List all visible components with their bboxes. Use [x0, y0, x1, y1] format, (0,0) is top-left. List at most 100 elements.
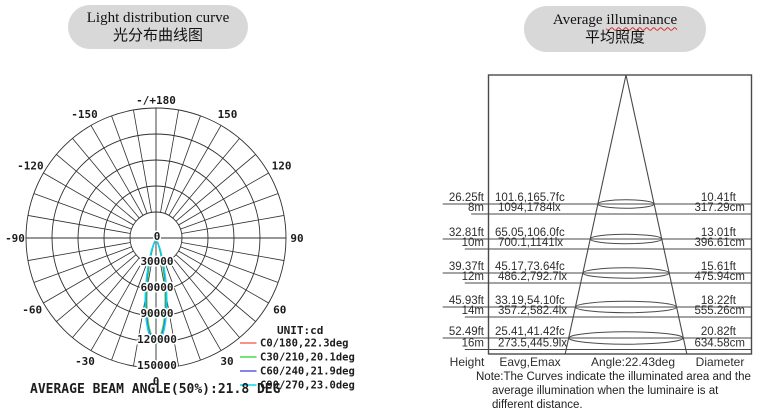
light-distribution-title-zh: 光分布曲线图	[112, 27, 203, 44]
polar-angle-label: -60	[22, 304, 42, 317]
polar-radial-label: 60000	[140, 281, 173, 294]
note-line-2: average illumination when the luminaire …	[492, 385, 719, 397]
polar-spoke	[133, 263, 152, 367]
polar-spoke	[133, 109, 152, 213]
row-eavg-emax-fc: 25.41,41.42fc	[495, 326, 565, 338]
legend-entry-label: C60/240,21.9deg	[260, 366, 355, 378]
average-illuminance-title-word1: Average	[552, 11, 603, 28]
row-eavg-emax-lx: 1094,1784lx	[498, 202, 561, 214]
polar-spoke	[72, 257, 140, 338]
polar-spoke	[90, 260, 144, 351]
average-illuminance-title-pill: Average illuminance 平均照度	[524, 6, 706, 52]
illuminated-area-ellipse	[582, 267, 670, 279]
polar-spoke	[90, 125, 144, 216]
row-eavg-emax-fc: 33.19,54.10fc	[495, 295, 565, 307]
polar-angle-label: 30	[220, 355, 233, 368]
polar-radial-label: 30000	[140, 255, 173, 268]
row-height-m: 8m	[468, 202, 484, 214]
polar-spoke	[56, 254, 137, 322]
polar-spoke	[72, 138, 140, 219]
row-eavg-emax-fc: 65.05,106.0fc	[495, 227, 565, 239]
cone-table-text: 26.25ft 101.6,165.7fc 10.41ft 8m 1094,1784lx…	[449, 192, 745, 350]
polar-spoke	[43, 250, 134, 304]
polar-angle-label: 120	[272, 160, 292, 173]
illuminated-area-ellipse	[589, 233, 663, 245]
polar-spoke	[181, 215, 285, 234]
row-height-m: 10m	[462, 237, 484, 249]
cone-chart: 26.25ft 101.6,165.7fc 10.41ft 8m 1094,1784lx…	[442, 74, 753, 411]
row-diameter-ft: 10.41ft	[701, 192, 737, 204]
row-height-ft: 45.93ft	[449, 295, 485, 307]
polar-grid	[25, 107, 287, 369]
polar-spoke	[178, 172, 269, 226]
light-distribution-title-en: Light distribution curve	[86, 9, 230, 26]
polar-spoke	[172, 138, 240, 219]
polar-spoke	[160, 109, 179, 213]
polar-spoke	[33, 193, 132, 230]
footer-height-label: Height	[450, 355, 485, 369]
polar-spoke	[43, 172, 134, 226]
note-line-1: Note:The Curves indicate the illuminated…	[476, 371, 751, 383]
row-diameter-ft: 18.22ft	[701, 295, 737, 307]
row-diameter-ft: 15.61ft	[701, 261, 737, 273]
polar-spoke	[178, 250, 269, 304]
polar-radial-labels: 0 30000 60000 90000 120000 150000	[136, 229, 179, 374]
cone-footer: Height Eavg,Emax Angle:22.43deg Diameter	[450, 355, 745, 369]
polar-beam-lobes	[144, 237, 168, 344]
polar-radial-label: 120000	[137, 333, 177, 346]
polar-angle-labels: -/+180 -150 150 -120 120 -90 90 -60 60 -30 30 0	[5, 94, 304, 388]
polar-radial-label: 90000	[140, 307, 173, 320]
illuminated-area-ellipse	[597, 199, 655, 209]
row-eavg-emax-fc: 101.6,165.7fc	[495, 192, 565, 204]
cone-box	[487, 74, 753, 355]
cone-note: Note:The Curves indicate the illuminated…	[476, 371, 751, 411]
row-height-m: 12m	[462, 271, 484, 283]
row-diameter-cm: 396.61cm	[694, 237, 745, 249]
average-beam-angle-caption: AVERAGE BEAM ANGLE(50%):21.8 DEG	[30, 382, 281, 397]
average-illuminance-title-word2: illuminance	[606, 11, 678, 28]
legend-unit-label: UNIT:cd	[277, 324, 323, 337]
polar-spoke	[27, 242, 131, 261]
legend-entry-label: C30/210,20.1deg	[260, 352, 355, 364]
polar-angle-label: -90	[5, 232, 25, 245]
row-diameter-cm: 634.58cm	[694, 338, 745, 350]
polar-spoke	[175, 254, 256, 322]
row-diameter-ft: 13.01ft	[701, 227, 737, 239]
illuminated-area-ellipse	[568, 331, 684, 345]
row-height-m: 16m	[462, 338, 484, 350]
beam-lobe-C90-270	[144, 237, 168, 344]
polar-angle-label: 0	[153, 375, 160, 388]
legend-entry-label: C90/270,23.0deg	[260, 380, 355, 392]
row-diameter-cm: 317.29cm	[694, 202, 745, 214]
row-height-m: 14m	[462, 305, 484, 317]
polar-spoke	[27, 215, 131, 234]
row-height-ft: 52.49ft	[449, 326, 485, 338]
polar-angle-label: 90	[290, 232, 303, 245]
polar-spoke	[175, 154, 256, 222]
polar-radial-label: 0	[154, 230, 161, 243]
row-height-ft: 26.25ft	[449, 192, 485, 204]
row-height-ft: 32.81ft	[449, 227, 485, 239]
polar-angle-label: -150	[71, 108, 98, 121]
row-eavg-emax-lx: 486.2,792.7lx	[498, 271, 567, 283]
illuminated-area-ellipse	[574, 300, 678, 314]
polar-spoke	[111, 115, 148, 214]
polar-spoke	[33, 246, 132, 283]
polar-angle-label: -120	[17, 160, 44, 173]
row-eavg-emax-lx: 273.5,445.9lx	[498, 338, 567, 350]
row-diameter-cm: 555.26cm	[694, 305, 745, 317]
polar-angle-label: -30	[75, 355, 95, 368]
footer-eavg-label: Eavg,Emax	[499, 355, 560, 369]
footer-angle-label: Angle:22.43deg	[591, 355, 675, 369]
polar-spoke	[180, 193, 279, 230]
row-eavg-emax-fc: 45.17,73.64fc	[495, 261, 565, 273]
average-illuminance-title-zh: 平均照度	[584, 29, 645, 46]
note-line-3: different distance.	[492, 399, 583, 411]
average-illuminance-title-en: Average illuminance	[553, 11, 677, 29]
polar-spoke	[181, 242, 285, 261]
row-eavg-emax-lx: 700.1,1141lx	[498, 237, 563, 249]
polar-angle-label: 60	[273, 304, 286, 317]
legend-entry-label: C0/180,22.3deg	[260, 338, 349, 350]
